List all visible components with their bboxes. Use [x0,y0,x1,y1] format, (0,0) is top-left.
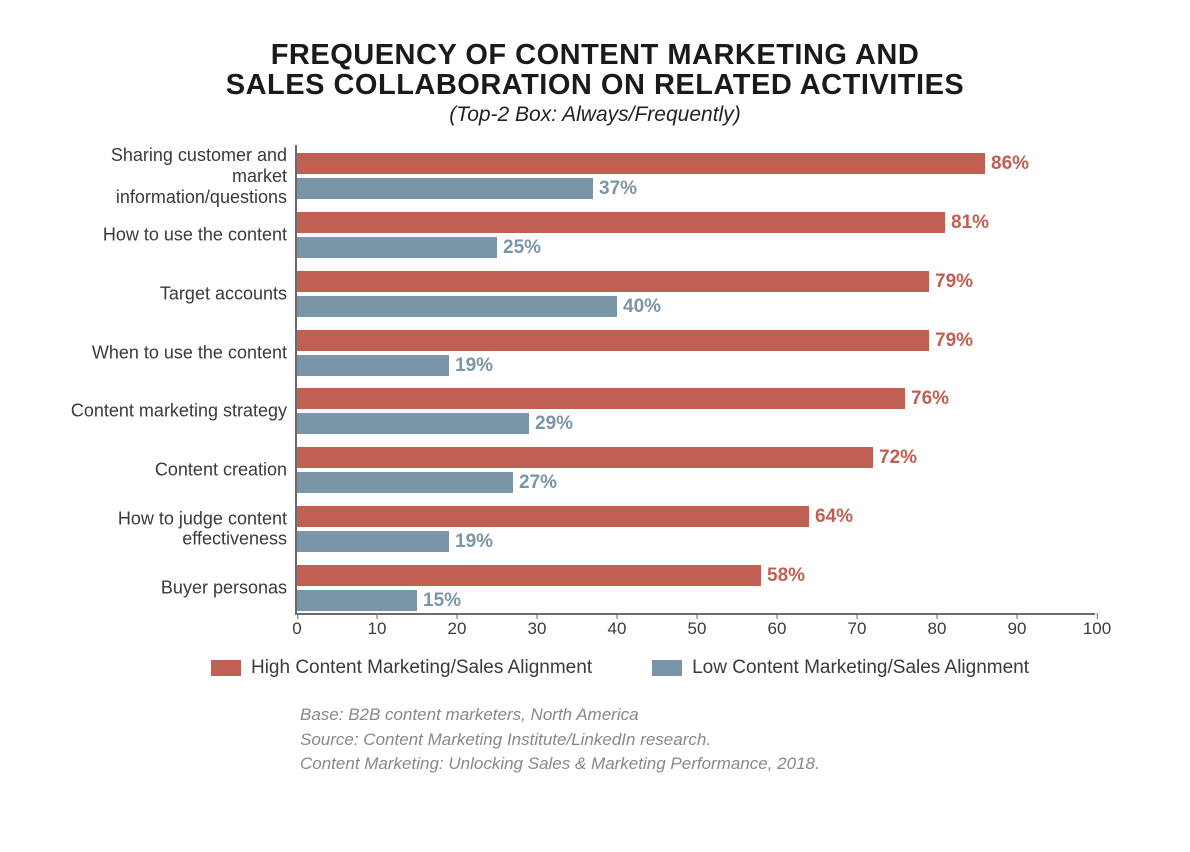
bar-low [297,531,449,552]
plot-area: 0102030405060708090100Sharing customer a… [295,145,1095,615]
bar-low [297,355,449,376]
bar-high [297,271,929,292]
bar-high [297,447,873,468]
bar-high [297,388,905,409]
legend-swatch-low [652,660,682,676]
category-label: How to judge contenteffectiveness [52,508,297,549]
bar-low-label: 40% [623,296,661,318]
bar-high [297,330,929,351]
bar-high-label: 81% [951,212,989,234]
x-tick: 70 [848,613,867,639]
legend-swatch-high [211,660,241,676]
x-tick: 30 [528,613,547,639]
x-tick: 100 [1083,613,1111,639]
bar-high [297,565,761,586]
bar-low-label: 19% [455,355,493,377]
category-label: Content marketing strategy [52,401,297,422]
bar-high [297,506,809,527]
chart-title-block: FREQUENCY OF CONTENT MARKETING AND SALES… [50,40,1140,127]
bar-high-label: 58% [767,565,805,587]
x-tick: 50 [688,613,707,639]
category-label: Target accounts [52,283,297,304]
bar-low [297,413,529,434]
legend-label-low: Low Content Marketing/Sales Alignment [692,657,1029,679]
bar-high-label: 79% [935,330,973,352]
x-tick: 20 [448,613,467,639]
chart-title-line1: FREQUENCY OF CONTENT MARKETING AND [50,40,1140,70]
chart-title-line2: SALES COLLABORATION ON RELATED ACTIVITIE… [50,70,1140,100]
bar-low-label: 25% [503,237,541,259]
bar-low [297,237,497,258]
bar-low [297,590,417,611]
x-tick: 60 [768,613,787,639]
bar-low [297,296,617,317]
footnote-line: Base: B2B content marketers, North Ameri… [300,703,1140,728]
bar-low-label: 19% [455,531,493,553]
legend-item-high: High Content Marketing/Sales Alignment [211,657,592,679]
x-tick: 0 [292,613,301,639]
bar-high-label: 72% [879,447,917,469]
legend-label-high: High Content Marketing/Sales Alignment [251,657,592,679]
bar-high-label: 86% [991,153,1029,175]
category-label: Sharing customer and marketinformation/q… [52,145,297,207]
bar-high-label: 76% [911,388,949,410]
bar-high-label: 64% [815,506,853,528]
legend: High Content Marketing/Sales Alignment L… [100,657,1140,679]
legend-item-low: Low Content Marketing/Sales Alignment [652,657,1029,679]
chart-area: 0102030405060708090100Sharing customer a… [295,145,1140,615]
category-label: How to use the content [52,225,297,246]
chart-subtitle: (Top-2 Box: Always/Frequently) [50,103,1140,127]
bar-low-label: 15% [423,590,461,612]
x-tick: 80 [928,613,947,639]
footnote-line: Source: Content Marketing Institute/Link… [300,728,1140,753]
bar-high [297,153,985,174]
bar-high-label: 79% [935,271,973,293]
category-label: When to use the content [52,342,297,363]
footnotes: Base: B2B content marketers, North Ameri… [300,703,1140,777]
bar-low-label: 29% [535,413,573,435]
bar-low-label: 27% [519,472,557,494]
bar-high [297,212,945,233]
x-tick: 90 [1008,613,1027,639]
bar-low-label: 37% [599,178,637,200]
category-label: Buyer personas [52,577,297,598]
category-label: Content creation [52,460,297,481]
footnote-line: Content Marketing: Unlocking Sales & Mar… [300,752,1140,777]
x-tick: 10 [368,613,387,639]
bar-low [297,178,593,199]
x-tick: 40 [608,613,627,639]
bar-low [297,472,513,493]
